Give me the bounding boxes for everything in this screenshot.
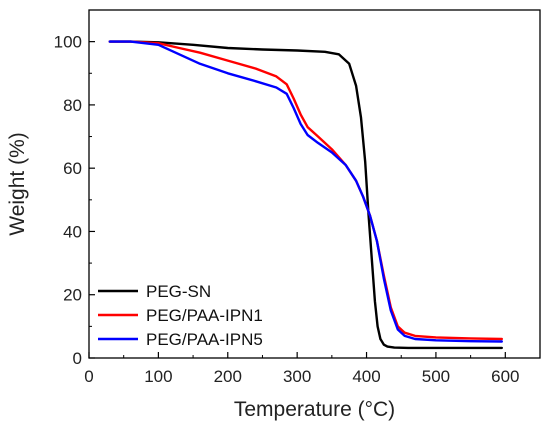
- y-tick-label: 0: [73, 349, 82, 368]
- x-tick-label: 300: [283, 367, 311, 386]
- x-axis-ticks: 0 100 200 300 400 500 600: [84, 352, 519, 386]
- x-tick-label: 200: [214, 367, 242, 386]
- series-layer: [108, 40, 503, 350]
- series-line-3: [108, 40, 503, 343]
- legend-label: PEG-SN: [146, 282, 211, 301]
- y-tick-label: 60: [63, 159, 82, 178]
- series-line-1: [108, 40, 503, 350]
- x-tick-label: 600: [491, 367, 519, 386]
- legend-label: PEG/PAA-IPN5: [146, 330, 263, 349]
- y-tick-label: 20: [63, 286, 82, 305]
- y-tick-label: 100: [54, 33, 82, 52]
- x-axis-title: Temperature (°C): [234, 398, 395, 421]
- x-tick-label: 100: [144, 367, 172, 386]
- x-tick-label: 0: [84, 367, 93, 386]
- plot-frame: [88, 9, 541, 359]
- series-line-2: [108, 40, 503, 341]
- x-tick-label: 500: [422, 367, 450, 386]
- y-axis-title: Weight (%): [6, 132, 29, 235]
- y-axis-ticks: 0 20 40 60 80 100: [54, 33, 95, 368]
- legend: PEG-SN PEG/PAA-IPN1 PEG/PAA-IPN5: [98, 282, 263, 349]
- y-tick-label: 40: [63, 222, 82, 241]
- y-tick-label: 80: [63, 96, 82, 115]
- legend-label: PEG/PAA-IPN1: [146, 306, 263, 325]
- x-tick-label: 400: [352, 367, 380, 386]
